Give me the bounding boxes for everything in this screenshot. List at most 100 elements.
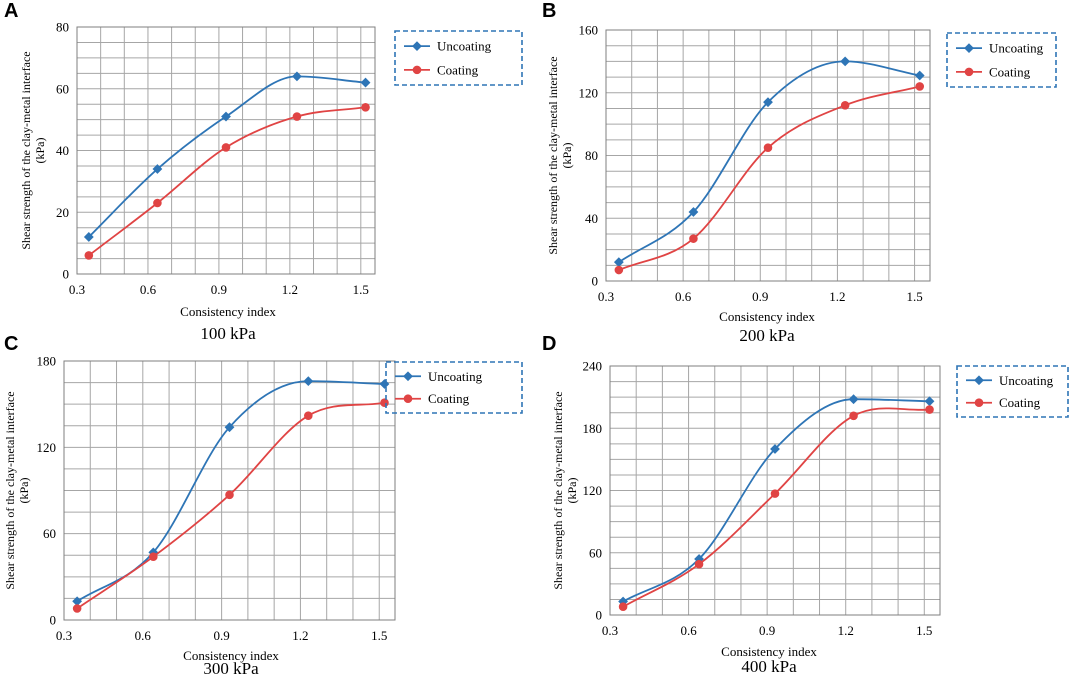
data-point xyxy=(925,405,934,414)
legend-marker xyxy=(974,398,984,408)
series-coating xyxy=(618,405,934,612)
x-tick-label: 1.5 xyxy=(906,289,922,304)
data-point xyxy=(84,251,94,260)
data-point xyxy=(380,398,389,408)
chart-panel-d: D 0 60 120 180 240 0.3 0.6 0.9 1.2 1.5 Consistency … xyxy=(542,333,1069,676)
data-point xyxy=(688,207,699,217)
legend-box xyxy=(394,30,523,86)
y-axis-label-line2: (kPa) xyxy=(17,478,31,504)
panel-letter: A xyxy=(4,0,18,22)
series-coating xyxy=(84,102,370,260)
x-tick-label: 1.2 xyxy=(838,623,854,638)
legend: Uncoating Coating xyxy=(946,32,1057,88)
data-point xyxy=(292,112,302,121)
y-tick-label: 20 xyxy=(56,205,69,220)
legend-marker xyxy=(964,67,974,77)
chart-subtitle: 200 kPa xyxy=(739,326,795,345)
legend-label: Uncoating xyxy=(428,369,483,384)
x-tick-label: 1.2 xyxy=(282,282,298,297)
plot-frame xyxy=(76,26,376,275)
legend-label: Coating xyxy=(437,62,479,77)
data-point xyxy=(83,232,94,242)
data-point xyxy=(924,396,935,407)
series-line xyxy=(88,75,366,238)
series-uncoating xyxy=(618,394,935,607)
data-point xyxy=(840,56,851,67)
series-line xyxy=(618,60,920,263)
data-point xyxy=(221,111,231,122)
data-point xyxy=(360,77,371,88)
y-tick-label: 120 xyxy=(37,440,57,455)
legend-label: Uncoating xyxy=(999,373,1054,388)
legend-box xyxy=(956,365,1069,418)
x-axis-label: Consistency index xyxy=(183,648,279,663)
y-tick-label: 60 xyxy=(43,526,56,541)
data-point xyxy=(848,394,859,405)
data-point xyxy=(763,143,773,152)
data-point xyxy=(149,552,158,561)
data-point xyxy=(849,411,858,421)
series-line xyxy=(622,398,930,603)
plot-frame xyxy=(605,29,931,282)
y-tick-label: 120 xyxy=(579,85,599,100)
panel-letter: C xyxy=(4,333,18,355)
x-tick-label: 1.5 xyxy=(371,628,387,643)
data-point xyxy=(153,198,162,208)
y-tick-label: 180 xyxy=(37,354,57,369)
data-point xyxy=(694,559,704,569)
y-axis-label-line2: (kPa) xyxy=(33,138,47,164)
data-point xyxy=(361,102,370,112)
y-axis-label-line2: (kPa) xyxy=(560,143,574,169)
series-uncoating xyxy=(613,56,925,268)
legend-label: Coating xyxy=(999,395,1041,410)
data-point xyxy=(770,489,780,498)
data-point xyxy=(914,70,925,81)
legend-marker xyxy=(403,371,413,382)
y-tick-label: 180 xyxy=(583,421,603,436)
y-axis-label: Shear strength of the clay-metal interfa… xyxy=(19,51,47,249)
x-tick-label: 1.5 xyxy=(353,282,369,297)
y-tick-label: 60 xyxy=(589,545,602,560)
chart-subtitle: 300 kPa xyxy=(203,659,259,678)
data-point xyxy=(304,411,313,420)
y-tick-label: 80 xyxy=(585,148,598,163)
data-point xyxy=(292,71,302,82)
y-tick-label: 0 xyxy=(63,267,70,282)
chart-subtitle: 400 kPa xyxy=(741,657,797,676)
chart-panel-b: B 0 40 80 120 160 0.3 0.6 0.9 1.2 1.5 Consistency i… xyxy=(542,0,1057,345)
x-axis-label: Consistency index xyxy=(719,309,815,324)
x-tick-label: 0.6 xyxy=(140,282,157,297)
y-tick-label: 160 xyxy=(579,23,599,38)
legend-marker xyxy=(964,43,974,54)
series-uncoating xyxy=(83,71,371,242)
legend: Uncoating Coating xyxy=(956,365,1069,418)
y-axis-label-line1: Shear strength of the clay-metal interfa… xyxy=(546,56,560,254)
y-tick-label: 80 xyxy=(56,20,69,35)
series-line xyxy=(618,85,920,271)
x-tick-label: 0.9 xyxy=(752,289,768,304)
y-tick-label: 120 xyxy=(583,483,603,498)
y-axis-label: Shear strength of the clay-metal interfa… xyxy=(546,56,574,254)
data-point xyxy=(152,164,163,174)
legend-marker xyxy=(412,65,422,75)
data-point xyxy=(72,604,82,613)
legend-label: Coating xyxy=(989,64,1031,79)
series-coating xyxy=(72,398,389,613)
data-point xyxy=(915,82,925,91)
x-tick-label: 0.9 xyxy=(759,623,775,638)
x-tick-label: 0.9 xyxy=(211,282,227,297)
x-tick-label: 0.6 xyxy=(135,628,152,643)
plot-frame xyxy=(609,365,941,616)
y-axis-label-line1: Shear strength of the clay-metal interfa… xyxy=(3,391,17,589)
data-point xyxy=(840,101,850,110)
x-tick-label: 0.6 xyxy=(675,289,692,304)
y-axis-label-line1: Shear strength of the clay-metal interfa… xyxy=(19,51,33,249)
y-tick-label: 40 xyxy=(56,143,69,158)
series-coating xyxy=(614,82,925,275)
y-tick-label: 0 xyxy=(596,608,603,623)
panel-letter: D xyxy=(542,333,556,355)
x-tick-label: 1.2 xyxy=(829,289,845,304)
y-tick-label: 0 xyxy=(50,613,57,628)
x-tick-label: 0.3 xyxy=(602,623,618,638)
